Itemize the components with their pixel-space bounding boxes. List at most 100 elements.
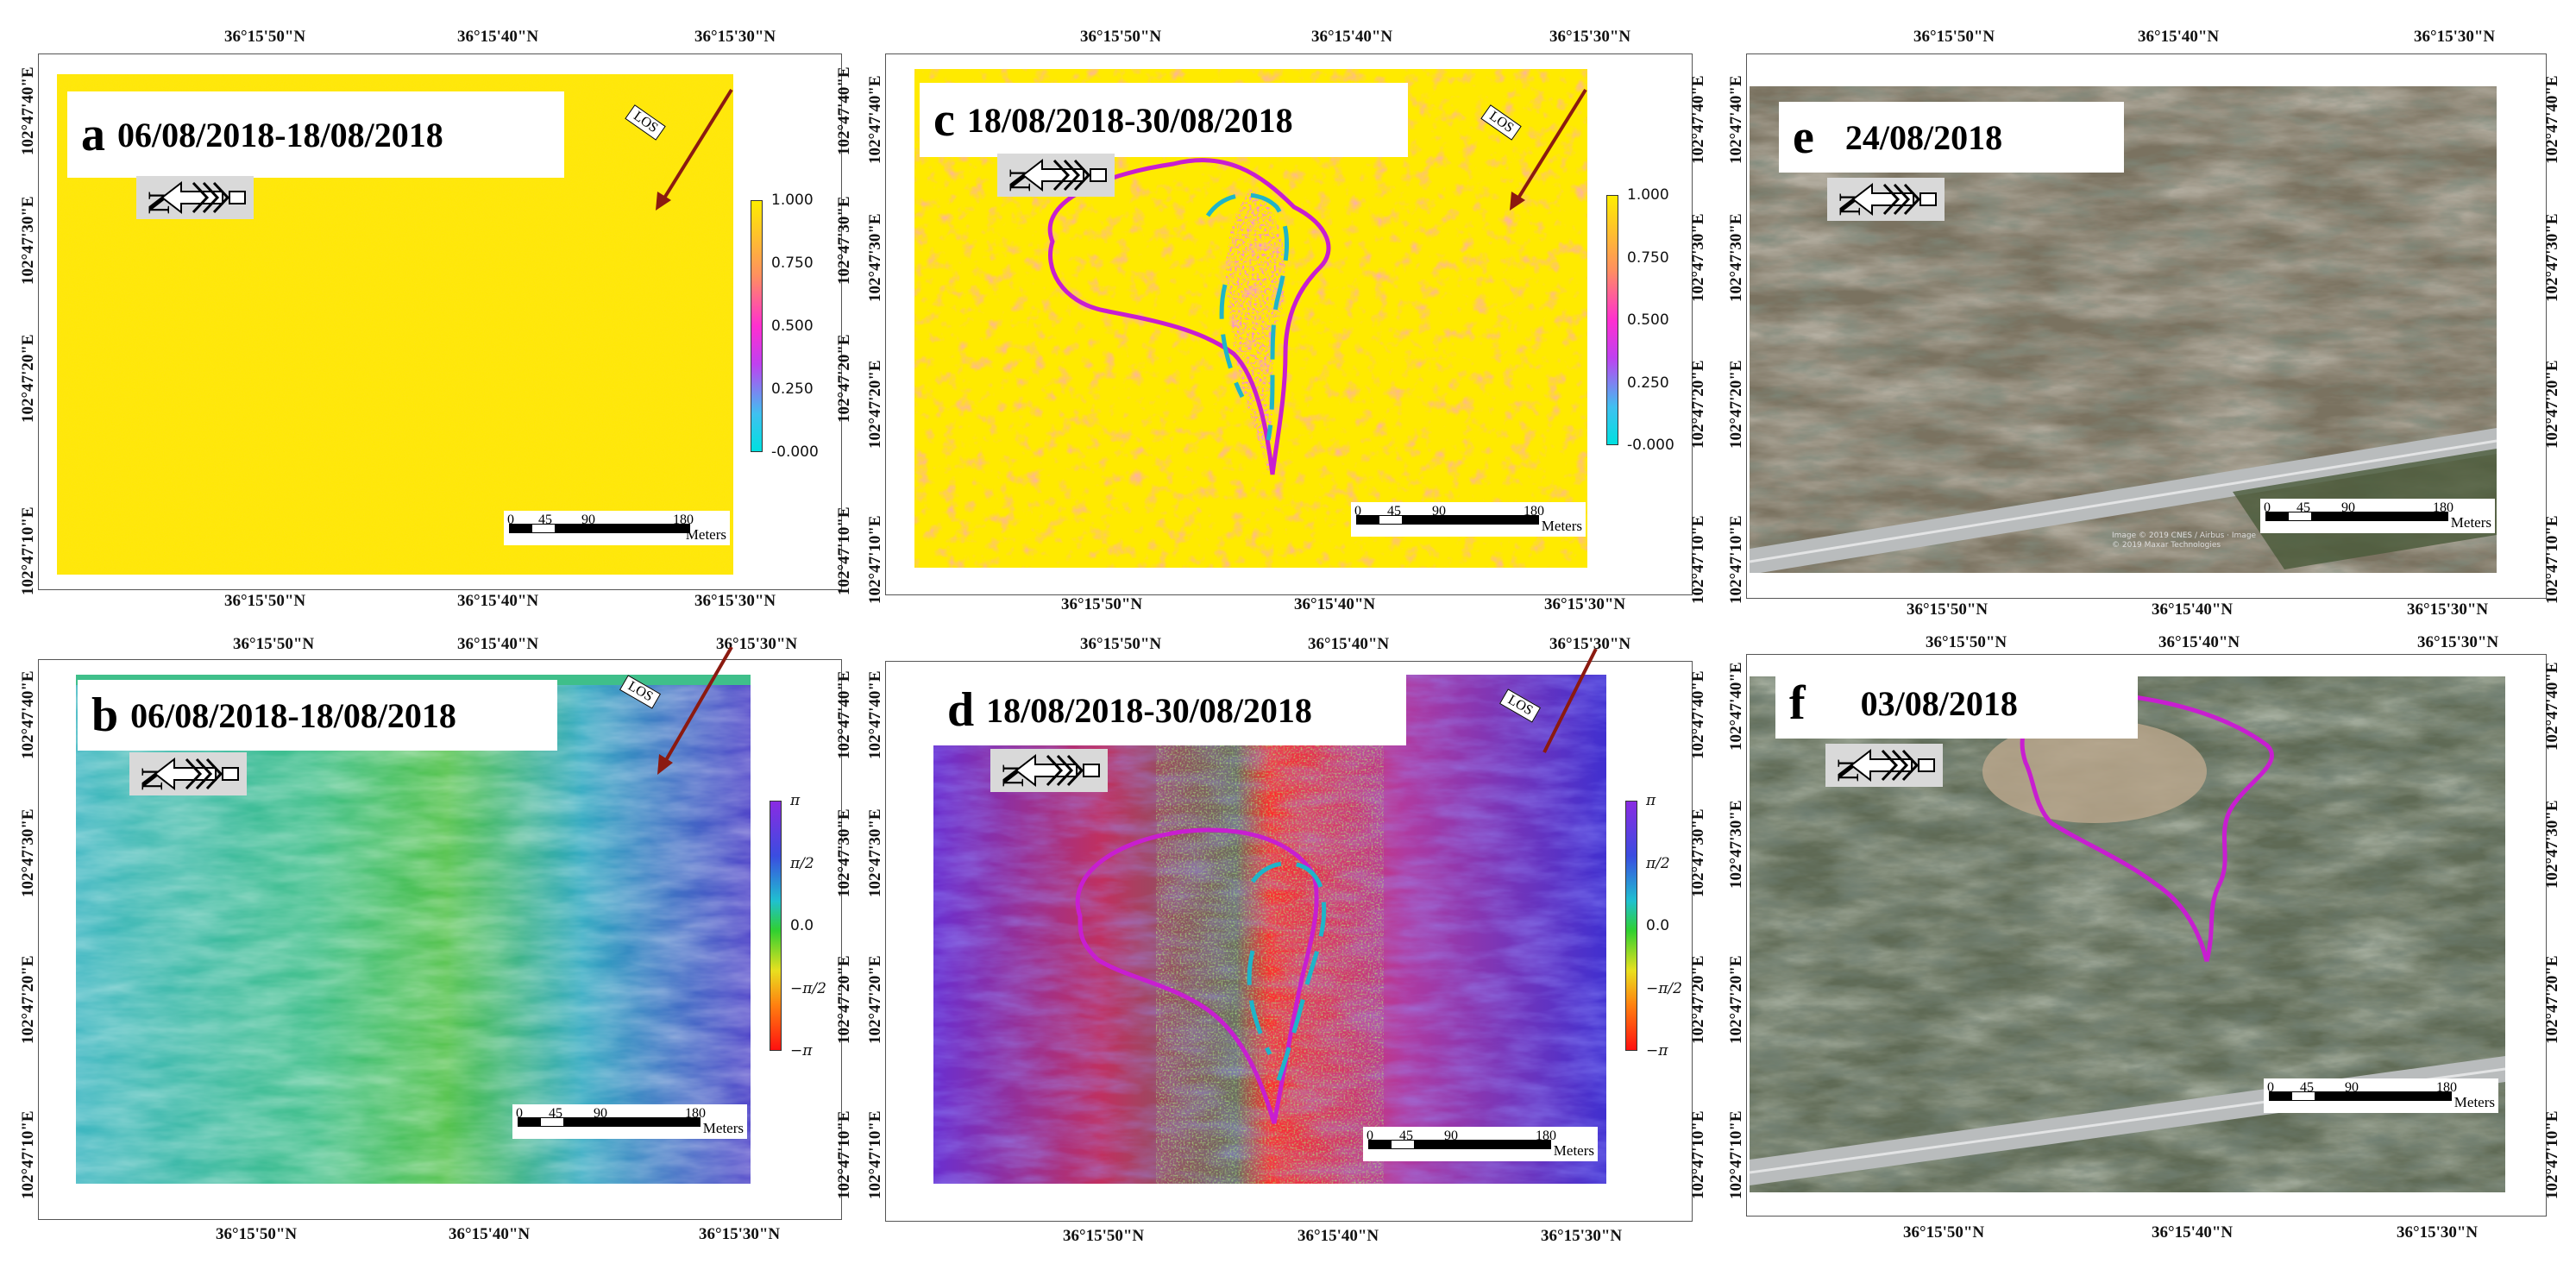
imagery-credit: Image © 2019 CNES / Airbus · Image © 201…: [2112, 531, 2257, 550]
panel-b: 36°15'50"N 36°15'40"N 36°15'30"N 36°15'5…: [0, 635, 854, 1270]
lat-label-bottom-2: 36°15'40"N: [457, 592, 539, 610]
lon-label-right-4: 102°47'10"E: [835, 506, 853, 595]
panel-title-a: a 06/08/2018-18/08/2018: [67, 91, 564, 178]
panel-title-b: b 06/08/2018-18/08/2018: [78, 680, 557, 751]
lat-label-top-1: 36°15'50"N: [1913, 28, 1995, 46]
lon-label-left-1: 102°47'40"E: [1727, 662, 1745, 751]
lon-label-left-4: 102°47'10"E: [1727, 515, 1745, 604]
scale-bar: 0 45 90 180 Meters: [1363, 1127, 1598, 1161]
north-arrow-icon: N: [990, 749, 1108, 792]
panel-date: 06/08/2018-18/08/2018: [117, 115, 443, 154]
north-arrow-icon: N: [1827, 178, 1945, 221]
lat-label-bottom-2: 36°15'40"N: [1294, 595, 1376, 613]
phase-colorbar: π π/2 0.0 −π/2 −π: [770, 792, 847, 1059]
lat-label-bottom-3: 36°15'30"N: [694, 592, 776, 610]
panel-title-c: c 18/08/2018-30/08/2018: [920, 83, 1408, 157]
lat-label-top-3: 36°15'30"N: [716, 635, 798, 653]
north-arrow-icon: N: [136, 176, 254, 219]
lon-label-left-4: 102°47'10"E: [866, 1110, 884, 1199]
lat-label-bottom-3: 36°15'30"N: [699, 1225, 781, 1243]
lon-label-left-1: 102°47'40"E: [19, 670, 37, 759]
lon-label-right-3: 102°47'20"E: [2543, 955, 2561, 1044]
panel-d-frame: [885, 661, 1693, 1222]
panel-title-e: e 24/08/2018: [1779, 102, 2124, 173]
north-arrow-icon: N: [129, 752, 247, 795]
lat-label-top-3: 36°15'30"N: [2414, 28, 2496, 46]
panel-title-f: f 03/08/2018: [1775, 668, 2138, 739]
lat-label-bottom-1: 36°15'50"N: [1063, 1227, 1145, 1245]
lon-label-right-3: 102°47'20"E: [2543, 360, 2561, 449]
panel-a-frame: [38, 53, 842, 590]
scale-bar: 0 45 90 180 Meters: [2260, 499, 2495, 533]
lat-label-top-2: 36°15'40"N: [457, 28, 539, 46]
lon-label-left-2: 102°47'30"E: [19, 196, 37, 285]
panel-letter: a: [81, 108, 105, 161]
north-arrow-icon: N: [1825, 744, 1943, 787]
lat-label-top-3: 36°15'30"N: [694, 28, 776, 46]
lat-label-top-1: 36°15'50"N: [1926, 633, 2007, 651]
panel-a: 36°15'50"N 36°15'40"N 36°15'30"N 36°15'5…: [0, 0, 854, 621]
lon-label-right-1: 102°47'40"E: [2543, 662, 2561, 751]
north-arrow-icon: N: [997, 154, 1115, 197]
panel-c: 36°15'50"N 36°15'40"N 36°15'30"N 36°15'5…: [863, 0, 1717, 621]
lon-label-left-3: 102°47'20"E: [1727, 955, 1745, 1044]
lon-label-left-3: 102°47'20"E: [866, 360, 884, 449]
lon-label-right-4: 102°47'10"E: [835, 1110, 853, 1199]
lat-label-bottom-1: 36°15'50"N: [1907, 600, 1989, 619]
lat-label-top-2: 36°15'40"N: [1308, 635, 1390, 653]
lat-label-bottom-1: 36°15'50"N: [216, 1225, 298, 1243]
lon-label-left-3: 102°47'20"E: [19, 955, 37, 1044]
scale-bar: 0 45 90 180 Meters: [1351, 502, 1586, 537]
scale-bar: 0 45 90 180 Meters: [512, 1104, 747, 1139]
lat-label-bottom-3: 36°15'30"N: [1541, 1227, 1623, 1245]
coherence-colorbar: 1.000 0.750 0.500 0.250 -0.000: [751, 192, 837, 461]
lon-label-right-4: 102°47'10"E: [2543, 515, 2561, 604]
lon-label-right-1: 102°47'40"E: [835, 66, 853, 155]
lon-label-left-4: 102°47'10"E: [866, 515, 884, 604]
lon-label-left-2: 102°47'30"E: [1727, 800, 1745, 889]
lat-label-bottom-3: 36°15'30"N: [1544, 595, 1626, 613]
panel-f-frame: [1746, 654, 2547, 1217]
lon-label-left-1: 102°47'40"E: [19, 66, 37, 155]
lon-label-left-2: 102°47'30"E: [866, 808, 884, 897]
lat-label-top-3: 36°15'30"N: [1549, 635, 1631, 653]
lat-label-top-2: 36°15'40"N: [1311, 28, 1393, 46]
lon-label-left-1: 102°47'40"E: [1727, 75, 1745, 164]
lon-label-left-4: 102°47'10"E: [19, 1110, 37, 1199]
lat-label-bottom-3: 36°15'30"N: [2407, 600, 2489, 619]
phase-colorbar: π π/2 0.0 −π/2 −π: [1625, 792, 1703, 1059]
lat-label-top-2: 36°15'40"N: [2138, 28, 2220, 46]
lat-label-bottom-2: 36°15'40"N: [2152, 600, 2234, 619]
lon-label-right-1: 102°47'40"E: [835, 670, 853, 759]
lat-label-top-1: 36°15'50"N: [224, 28, 306, 46]
lat-label-top-2: 36°15'40"N: [457, 635, 539, 653]
los-arrow-icon: LOS: [1484, 648, 1605, 770]
lon-label-right-1: 102°47'40"E: [1689, 75, 1707, 164]
lon-label-right-4: 102°47'10"E: [1689, 515, 1707, 604]
lon-label-right-1: 102°47'40"E: [2543, 75, 2561, 164]
lat-label-bottom-2: 36°15'40"N: [1297, 1227, 1379, 1245]
lon-label-left-2: 102°47'30"E: [1727, 213, 1745, 302]
panel-b-frame: [38, 659, 842, 1220]
lat-label-bottom-1: 36°15'50"N: [224, 592, 306, 610]
panel-c-frame: [885, 53, 1693, 595]
lat-label-bottom-3: 36°15'30"N: [2397, 1223, 2479, 1242]
los-arrow-icon: LOS: [621, 83, 742, 212]
los-arrow-icon: LOS: [619, 645, 742, 776]
panel-e: 36°15'50"N 36°15'40"N 36°15'30"N 36°15'5…: [1724, 0, 2576, 621]
lon-label-left-3: 102°47'20"E: [1727, 360, 1745, 449]
lon-label-left-3: 102°47'20"E: [866, 955, 884, 1044]
lon-label-left-4: 102°47'10"E: [1727, 1110, 1745, 1199]
scale-bar: 0 45 90 180 Meters: [504, 511, 730, 545]
lat-label-top-2: 36°15'40"N: [2158, 633, 2240, 651]
lat-label-bottom-2: 36°15'40"N: [2152, 1223, 2234, 1242]
lon-label-left-1: 102°47'40"E: [866, 670, 884, 759]
lat-label-top-1: 36°15'50"N: [1080, 28, 1162, 46]
panel-title-d: d 18/08/2018-30/08/2018: [933, 675, 1406, 745]
lon-label-right-4: 102°47'10"E: [1689, 1110, 1707, 1199]
lat-label-top-1: 36°15'50"N: [233, 635, 315, 653]
lon-label-left-1: 102°47'40"E: [866, 75, 884, 164]
lat-label-top-3: 36°15'30"N: [2417, 633, 2499, 651]
lat-label-bottom-1: 36°15'50"N: [1061, 595, 1143, 613]
lon-label-left-2: 102°47'30"E: [866, 213, 884, 302]
